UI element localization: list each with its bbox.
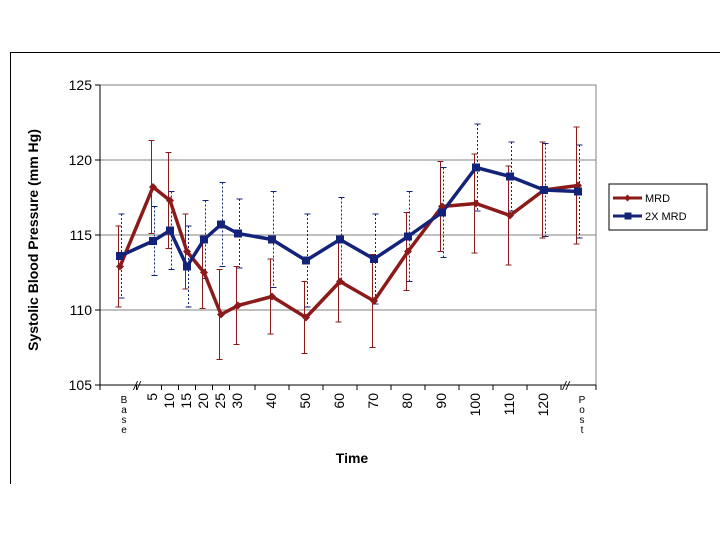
marker-2x-mrd-13 — [472, 163, 480, 172]
chart-frame — [10, 52, 720, 484]
marker-mrd-10 — [370, 297, 378, 305]
y-tick-label-120: 120 — [69, 152, 93, 168]
x-tick-label-20: 20 — [195, 393, 211, 409]
series-markers — [116, 163, 582, 322]
x-tick-label-70: 70 — [365, 393, 381, 409]
legend-marker-mrd — [624, 194, 631, 202]
legend-marker-2x-mrd — [624, 212, 632, 220]
marker-2x-mrd-1 — [149, 237, 157, 245]
axis-break-mark-2: // — [562, 379, 571, 393]
marker-mrd-4 — [200, 268, 208, 277]
x-tick-label-100: 100 — [467, 393, 483, 417]
legend-label-2x-mrd: 2X MRD — [645, 211, 687, 223]
x-tick-label-30: 30 — [229, 393, 245, 409]
legend: MRD 2X MRD — [608, 183, 708, 231]
x-tick-label-80: 80 — [399, 393, 415, 409]
marker-2x-mrd-0 — [116, 252, 124, 260]
x-tick-label-90: 90 — [433, 393, 449, 409]
marker-mrd-5 — [217, 310, 225, 319]
marker-mrd-1 — [149, 183, 157, 191]
marker-2x-mrd-2 — [166, 226, 174, 235]
marker-mrd-2 — [166, 196, 174, 205]
marker-mrd-14 — [506, 211, 514, 220]
x-tick-label-50: 50 — [297, 393, 313, 409]
marker-2x-mrd-3 — [183, 262, 191, 271]
marker-2x-mrd-14 — [506, 172, 514, 181]
axis-break-mark-1: // — [133, 379, 142, 393]
legend-label-mrd: MRD — [645, 193, 670, 205]
marker-2x-mrd-8 — [302, 256, 310, 265]
marker-mrd-3 — [183, 247, 191, 256]
x-tick-label-40: 40 — [263, 393, 279, 409]
x-tick-label-10: 10 — [161, 393, 177, 409]
marker-2x-mrd-4 — [200, 235, 208, 244]
marker-2x-mrd-5 — [217, 220, 225, 229]
marker-2x-mrd-11 — [404, 232, 412, 241]
marker-2x-mrd-15 — [540, 186, 548, 194]
marker-2x-mrd-16 — [574, 187, 582, 196]
marker-2x-mrd-9 — [336, 235, 344, 244]
marker-mrd-0 — [116, 262, 124, 271]
marker-mrd-9 — [336, 277, 344, 286]
y-tick-label-115: 115 — [70, 227, 93, 243]
marker-mrd-7 — [268, 292, 276, 301]
y-tick-label-125: 125 — [69, 77, 93, 93]
x-tick-label-60: 60 — [331, 393, 347, 409]
y-tick-label-105: 105 — [69, 377, 93, 393]
x-tick-label-25: 25 — [212, 393, 228, 409]
y-axis-title: Systolic Blood Pressure (mm Hg) — [25, 129, 41, 351]
y-tick-label-110: 110 — [70, 302, 93, 318]
marker-2x-mrd-12 — [438, 208, 446, 217]
x-tick-label-15: 15 — [178, 393, 194, 409]
x-axis-title: Time — [336, 450, 369, 466]
marker-mrd-11 — [404, 247, 412, 256]
legend-box — [608, 183, 708, 231]
marker-mrd-6 — [234, 301, 242, 310]
x-tick-label-120: 120 — [535, 393, 551, 417]
x-tick-label-110: 110 — [501, 393, 517, 416]
marker-2x-mrd-10 — [370, 255, 378, 263]
axes: 105 110 115 120 125 B a s e 5 10 15 20 25 30 40 50 60 70 80… — [69, 77, 597, 436]
marker-2x-mrd-7 — [268, 235, 276, 244]
marker-mrd-8 — [302, 313, 310, 322]
marker-mrd-13 — [472, 199, 480, 208]
marker-2x-mrd-6 — [234, 229, 242, 238]
x-tick-label-5: 5 — [144, 393, 160, 401]
